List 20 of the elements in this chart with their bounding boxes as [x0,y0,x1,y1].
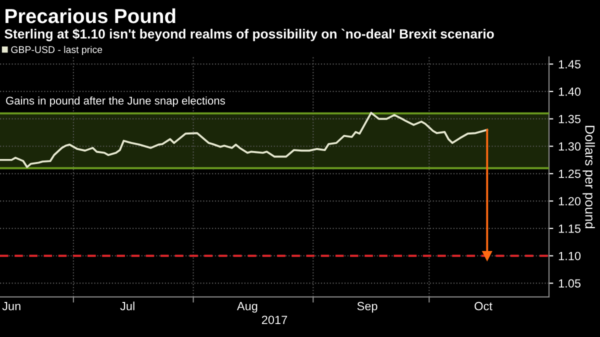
x-tick-label: Oct [474,302,492,310]
y-tick-label: 1.05 [558,279,581,288]
x-tick-label: Jun [2,302,20,310]
y-tick-label: 1.20 [558,197,581,206]
y-tick-label: 1.45 [558,60,581,68]
y-tick-label: 1.35 [558,114,581,124]
y-tick-label: 1.25 [558,170,581,178]
x-tick-label: Aug [236,302,258,313]
x-tick-label: Sep [357,302,378,313]
chart-subtitle: Sterling at $1.10 isn't beyond realms of possibility on `no-deal' Brexit scenario [4,28,494,42]
y-tick-label: 1.30 [558,142,581,151]
y-tick-label: 1.15 [558,224,581,233]
y-tick-label: 1.10 [558,252,581,260]
band-label: Gains in pound after the June snap elections [6,96,225,107]
legend-label: GBP-USD - last price [11,46,102,56]
chart-title: Precarious Pound [6,8,176,24]
y-axis-title: Dollars per pound [582,126,595,228]
x-tick-label: Jul [120,302,134,310]
x-axis-title: 2017 [262,316,288,324]
y-tick-label: 1.40 [558,88,581,96]
